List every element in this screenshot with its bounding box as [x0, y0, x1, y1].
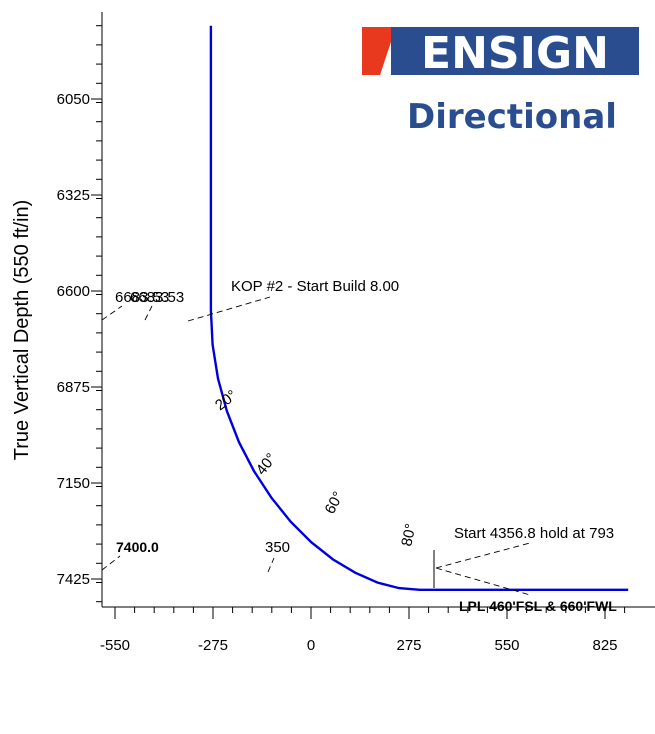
inclination-80: 80°	[398, 522, 419, 548]
y-axis-title: True Vertical Depth (550 ft/in)	[11, 200, 33, 461]
annotation-lpl: LPL 460'FSL & 660'FWL	[459, 598, 617, 614]
x-axis-labels: -550 -275 0 275 550 825	[100, 637, 618, 654]
inclination-60: 60°	[322, 489, 348, 517]
x-tick-label: 0	[307, 637, 315, 654]
leader-350	[267, 557, 275, 573]
y-axis-ticks	[91, 25, 102, 603]
leader-md-1	[101, 305, 123, 321]
y-axis-labels: 6050 6325 6600 6875 7150 7425	[57, 91, 90, 588]
x-tick-label: 550	[494, 637, 519, 654]
x-tick-label: -275	[198, 637, 228, 654]
leader-lpl	[435, 567, 531, 596]
logo-text: ENSIGN	[421, 28, 609, 79]
well-path-line	[209, 25, 629, 591]
x-axis-ticks	[114, 607, 626, 619]
leader-hold	[435, 542, 531, 569]
annotation-kop: KOP #2 - Start Build 8.00	[231, 278, 399, 295]
ensign-logo: ENSIGN Directional	[362, 27, 639, 137]
y-tick-label: 7425	[57, 571, 90, 588]
annotation-md-2: 6683.53	[130, 289, 184, 306]
logo-blue-band	[391, 27, 639, 75]
x-tick-label: 275	[396, 637, 421, 654]
annotation-md-1: 6683.53	[115, 289, 169, 306]
x-tick-label: 825	[592, 637, 617, 654]
y-tick-label: 7150	[57, 475, 90, 492]
annotation-350: 350	[265, 539, 290, 556]
y-tick-label: 6325	[57, 187, 90, 204]
x-tick-label: -550	[100, 637, 130, 654]
y-tick-label: 6050	[57, 91, 90, 108]
annotation-tvd: 7400.0	[116, 539, 159, 555]
y-tick-label: 6875	[57, 379, 90, 396]
leader-kop	[187, 296, 271, 322]
logo-subtitle: Directional	[407, 97, 617, 137]
inclination-20: 20°	[212, 387, 240, 414]
logo-red-slash	[362, 27, 396, 75]
annotation-hold: Start 4356.8 hold at 793	[454, 525, 614, 542]
y-tick-label: 6600	[57, 283, 90, 300]
leader-lines	[101, 296, 531, 596]
leader-md-2	[144, 305, 153, 321]
leader-tvd	[101, 555, 121, 571]
